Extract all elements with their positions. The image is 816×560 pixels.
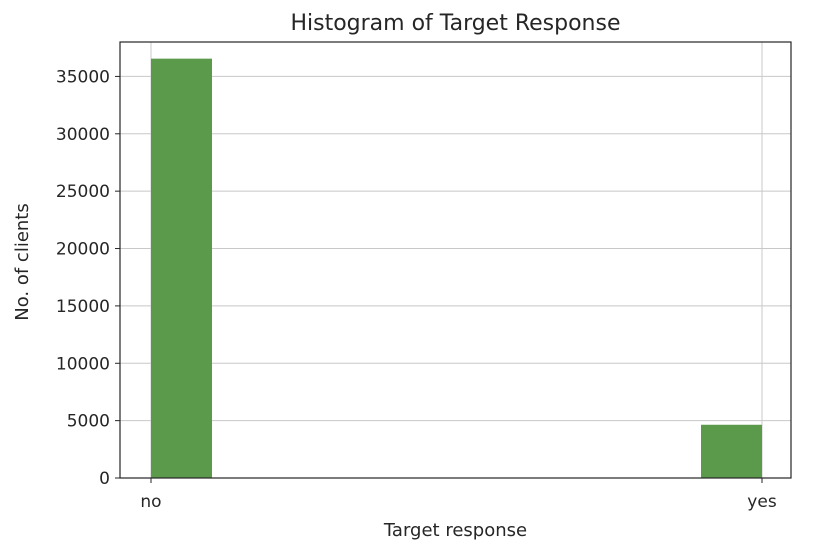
y-tick-label: 35000 [56, 67, 110, 87]
grid-lines [120, 42, 791, 479]
y-axis-label: No. of clients [12, 203, 33, 321]
x-tick-label: no [140, 492, 161, 512]
y-tick-label: 10000 [56, 354, 110, 374]
y-axis-ticks: 0 5000 10000 15000 20000 25000 30000 35000 [56, 67, 120, 489]
y-tick-label: 20000 [56, 240, 110, 260]
x-axis-ticks: no yes [140, 478, 777, 512]
bars [151, 58, 762, 478]
x-tick-label: yes [747, 492, 777, 512]
y-tick-label: 15000 [56, 297, 110, 317]
y-tick-label: 25000 [56, 182, 110, 202]
plot-frame [119, 41, 792, 479]
y-tick-label: 5000 [67, 412, 110, 432]
y-tick-label: 30000 [56, 125, 110, 145]
y-tick-label: 0 [99, 469, 110, 489]
x-axis-label: Target response [383, 520, 527, 541]
bar-no [151, 58, 212, 478]
bar-yes [701, 424, 762, 478]
chart-title: Histogram of Target Response [290, 11, 620, 36]
